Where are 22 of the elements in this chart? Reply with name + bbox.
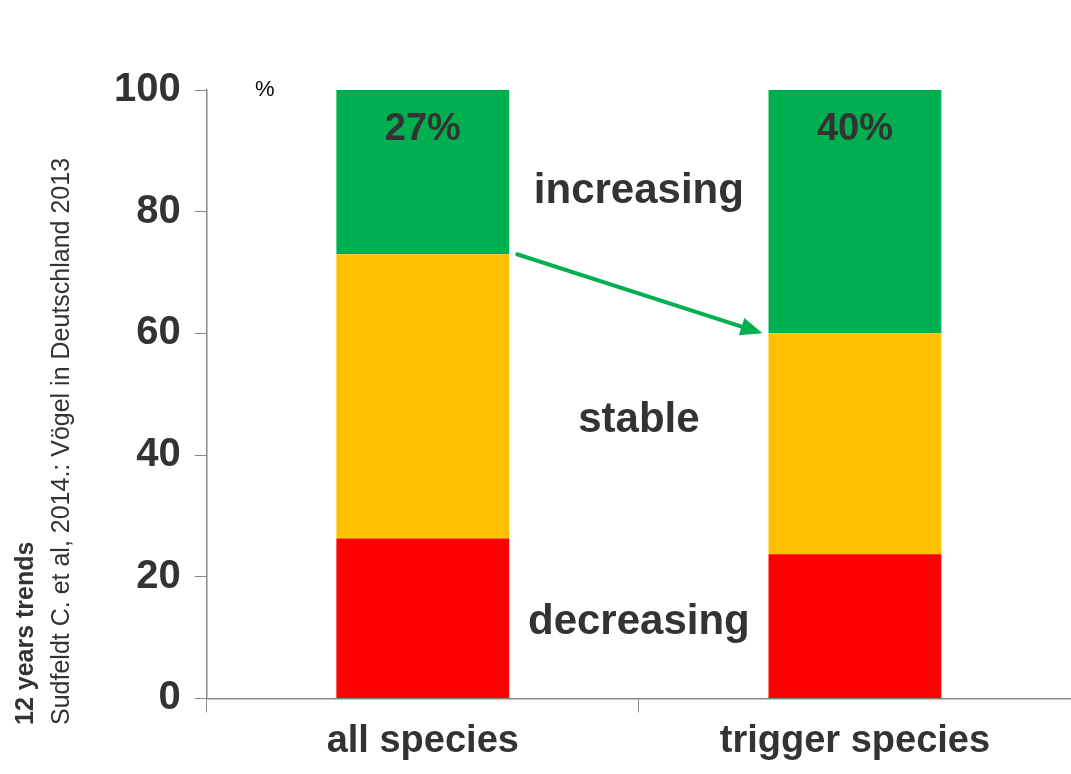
text: 12 years trends xyxy=(9,541,38,725)
y-tick-label: 80 xyxy=(136,186,181,231)
y-tick-label: 20 xyxy=(136,551,181,596)
data-label: 40% xyxy=(816,106,893,149)
text: Sudfeldt C. et al, 2014.: Vögel in Deutschland 2013 xyxy=(45,157,74,725)
y-tick-label: 60 xyxy=(136,308,181,353)
x-tick-label: trigger species xyxy=(719,717,991,760)
series-label: stable xyxy=(578,393,700,441)
y-axis-title: % xyxy=(254,76,275,102)
bar xyxy=(336,538,510,698)
y-tick-label: 100 xyxy=(113,65,181,110)
y-tick-label: 0 xyxy=(158,673,181,718)
data-label: 27% xyxy=(384,106,461,149)
bar xyxy=(768,554,942,698)
series-label: increasing xyxy=(533,165,744,213)
x-tick-label: all species xyxy=(326,717,519,760)
y-tick-label: 40 xyxy=(136,430,181,475)
series-label: decreasing xyxy=(527,595,750,643)
bar xyxy=(336,90,510,255)
bar xyxy=(768,333,942,555)
bar xyxy=(336,254,510,539)
bar xyxy=(768,90,942,334)
